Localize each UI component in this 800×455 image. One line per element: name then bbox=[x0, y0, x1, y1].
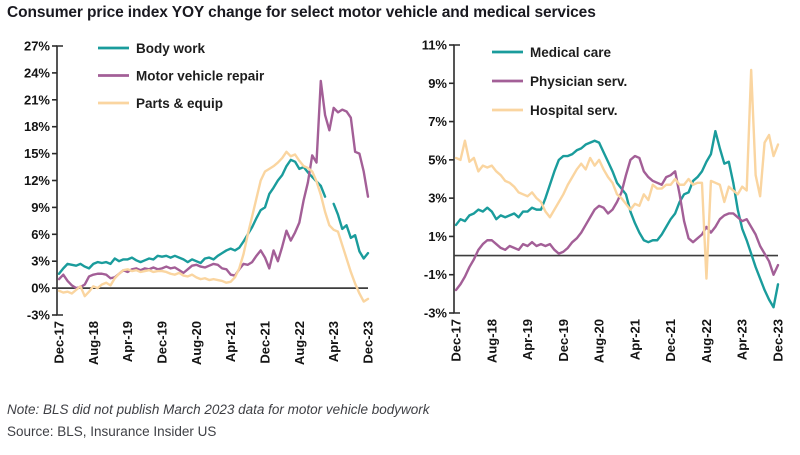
legend-label-parts-equip: Parts & equip bbox=[136, 96, 223, 111]
x-tick-label: Dec-23 bbox=[361, 321, 376, 364]
series-line-hospital-serv bbox=[454, 68, 780, 280]
series-line-medical-care bbox=[454, 129, 780, 309]
y-tick-label: 24% bbox=[24, 65, 50, 80]
x-tick-label: Dec-21 bbox=[258, 321, 273, 364]
figure-title: Consumer price index YOY change for sele… bbox=[7, 4, 596, 21]
x-axis-medical: Dec-17 Aug-18 Apr-19 Dec-19 Aug-20 Apr-21 Dec-… bbox=[449, 319, 786, 363]
x-tick-label: Aug-20 bbox=[592, 319, 607, 363]
x-tick-label: Aug-18 bbox=[484, 319, 499, 363]
y-tick-label: 3% bbox=[31, 254, 50, 269]
x-tick-label: Dec-17 bbox=[52, 321, 67, 364]
y-tick-label: 5% bbox=[428, 152, 447, 167]
x-tick-label: Apr-19 bbox=[120, 321, 135, 362]
series-line-body-work bbox=[57, 158, 370, 275]
y-tick-label: 3% bbox=[428, 191, 447, 206]
legend-item-hospital-serv: Hospital serv. bbox=[492, 103, 618, 118]
x-tick-label: Aug-22 bbox=[699, 319, 714, 363]
x-tick-label: Apr-21 bbox=[627, 319, 642, 360]
y-tick-label: 12% bbox=[24, 173, 50, 188]
y-tick-label: 0% bbox=[31, 281, 50, 296]
y-tick-label: -3% bbox=[424, 306, 448, 321]
note-text: Note: BLS did not publish March 2023 dat… bbox=[7, 402, 430, 417]
source-text: Source: BLS, Insurance Insider US bbox=[7, 424, 217, 439]
x-tick-label: Apr-19 bbox=[520, 319, 535, 360]
y-tick-label: 21% bbox=[24, 92, 50, 107]
x-tick-label: Dec-23 bbox=[771, 319, 786, 362]
x-tick-label: Apr-21 bbox=[223, 321, 238, 362]
y-axis-spine bbox=[453, 44, 460, 314]
legend-motor-vehicle: Body work Motor vehicle repair Parts & equ… bbox=[98, 41, 265, 111]
chart-panel-motor-vehicle: 27% 24% 21% 18% 15% 12% 9% 6% 3% 0% -3%Dec-17 Aug-1… bbox=[24, 39, 376, 366]
y-tick-label: 18% bbox=[24, 119, 50, 134]
series-line-parts-equip bbox=[57, 150, 370, 303]
y-tick-label: 15% bbox=[24, 146, 50, 161]
x-tick-label: Dec-19 bbox=[155, 321, 170, 364]
legend-item-physician-serv: Physician serv. bbox=[492, 74, 627, 89]
legend-label-hospital-serv: Hospital serv. bbox=[530, 103, 618, 118]
legend-item-parts-equip: Parts & equip bbox=[98, 96, 223, 111]
x-tick-label: Apr-23 bbox=[735, 319, 750, 360]
x-tick-label: Aug-18 bbox=[86, 321, 101, 365]
legend-label-medical-care: Medical care bbox=[530, 45, 612, 60]
y-axis-medical: 11% 9% 7% 5% 3% 1% -1% -3% bbox=[422, 38, 460, 321]
y-tick-label: -3% bbox=[27, 308, 51, 323]
x-tick-label: Dec-19 bbox=[556, 319, 571, 362]
legend-item-body-work: Body work bbox=[98, 41, 206, 56]
x-tick-label: Aug-20 bbox=[189, 321, 204, 365]
x-tick-label: Apr-23 bbox=[326, 321, 341, 362]
legend-label-physician-serv: Physician serv. bbox=[530, 74, 627, 89]
y-axis-motor-vehicle: 27% 24% 21% 18% 15% 12% 9% 6% 3% 0% -3% bbox=[24, 39, 63, 323]
legend-item-medical-care: Medical care bbox=[492, 45, 612, 60]
x-tick-label: Aug-22 bbox=[292, 321, 307, 365]
y-tick-label: 7% bbox=[428, 114, 447, 129]
y-tick-label: 11% bbox=[422, 38, 448, 53]
y-tick-label: 27% bbox=[24, 39, 50, 54]
legend-label-body-work: Body work bbox=[136, 41, 206, 56]
y-tick-label: 9% bbox=[31, 200, 50, 215]
y-tick-label: 1% bbox=[428, 229, 447, 244]
legend-medical: Medical care Physician serv. Hospital serv… bbox=[492, 45, 627, 118]
chart-panel-medical: 11%9%7%5%3%1%-1%-3%Dec-17 Aug-18 Apr-19 Dec… bbox=[422, 38, 786, 364]
series-line-motor-vehicle-repair bbox=[57, 79, 370, 290]
y-tick-label: -1% bbox=[424, 267, 448, 282]
x-axis-motor-vehicle: Dec-17 Aug-18 Apr-19 Dec-19 Aug-20 Apr-21 Dec-… bbox=[52, 321, 376, 365]
x-tick-label: Dec-21 bbox=[663, 319, 678, 362]
y-tick-label: 6% bbox=[31, 227, 50, 242]
x-tick-label: Dec-17 bbox=[449, 319, 464, 362]
series-line-physician-serv bbox=[454, 154, 780, 292]
legend-item-motor-vehicle-repair: Motor vehicle repair bbox=[98, 68, 265, 83]
y-tick-label: 9% bbox=[428, 76, 447, 91]
legend-label-motor-vehicle-repair: Motor vehicle repair bbox=[136, 68, 265, 83]
